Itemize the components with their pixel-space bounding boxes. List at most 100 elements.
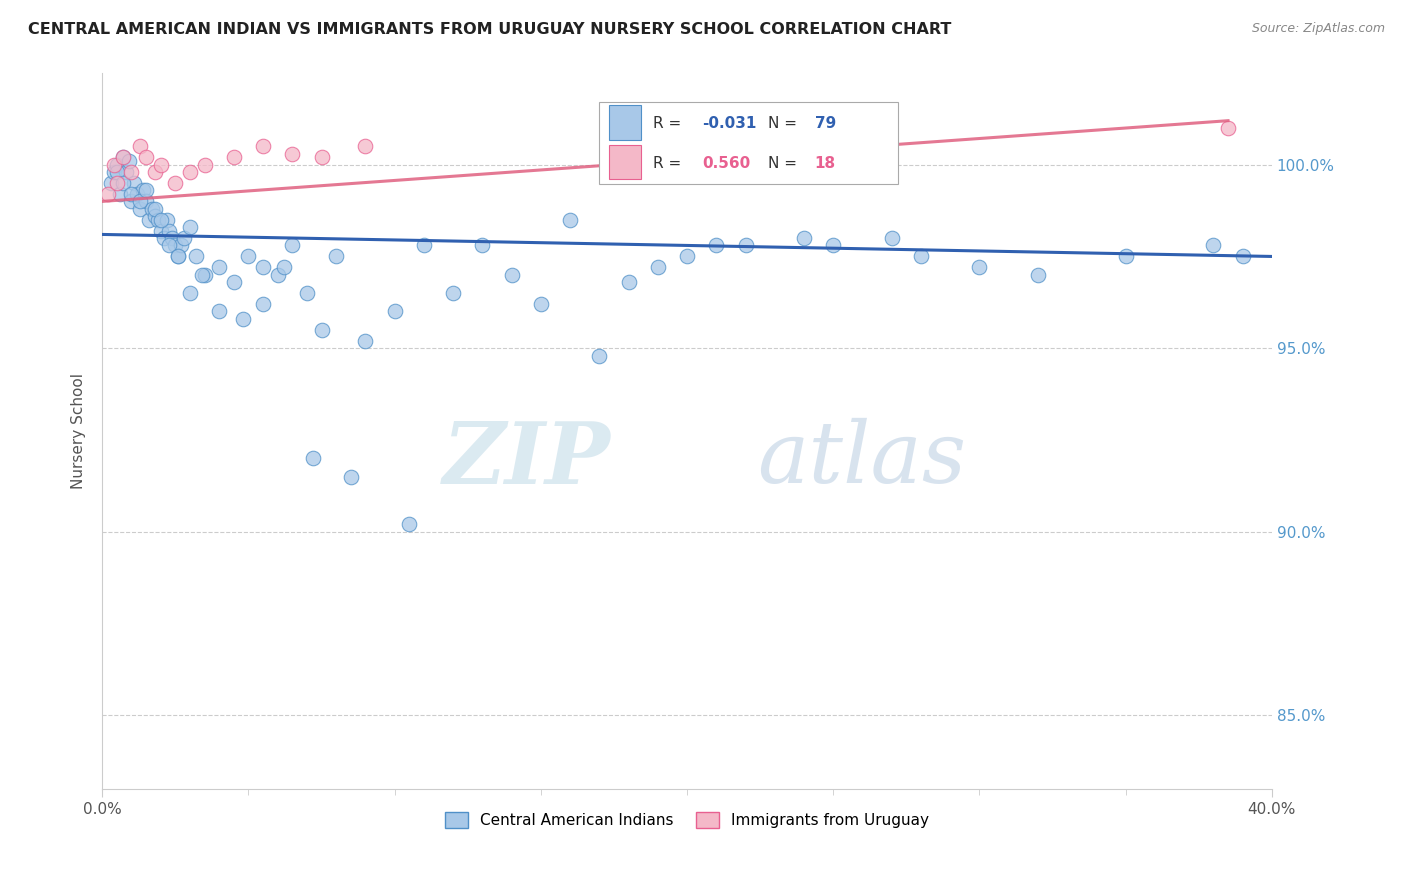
Point bbox=[135, 183, 157, 197]
Point bbox=[301, 451, 323, 466]
Point bbox=[103, 158, 125, 172]
Point bbox=[1232, 250, 1254, 264]
Point bbox=[471, 238, 494, 252]
Point bbox=[105, 158, 128, 172]
Point bbox=[1216, 121, 1239, 136]
Point bbox=[132, 183, 155, 197]
Point bbox=[170, 238, 193, 252]
Point bbox=[208, 260, 231, 275]
Point bbox=[165, 238, 187, 252]
Point bbox=[167, 250, 190, 264]
FancyBboxPatch shape bbox=[609, 145, 641, 179]
Point bbox=[354, 139, 377, 153]
Point bbox=[103, 165, 125, 179]
Point bbox=[120, 187, 142, 202]
Point bbox=[193, 268, 215, 282]
Point bbox=[398, 517, 420, 532]
Point bbox=[252, 297, 274, 311]
Text: Source: ZipAtlas.com: Source: ZipAtlas.com bbox=[1251, 22, 1385, 36]
Point bbox=[184, 250, 207, 264]
Point bbox=[124, 176, 146, 190]
Point bbox=[111, 150, 134, 164]
Point bbox=[143, 165, 166, 179]
Point bbox=[281, 238, 304, 252]
Point bbox=[412, 238, 434, 252]
Point bbox=[193, 158, 215, 172]
FancyBboxPatch shape bbox=[599, 102, 897, 184]
Point bbox=[281, 146, 304, 161]
Point bbox=[676, 250, 699, 264]
Point bbox=[273, 260, 295, 275]
Point bbox=[100, 176, 122, 190]
Point bbox=[108, 187, 131, 202]
Point bbox=[311, 150, 333, 164]
Point bbox=[159, 238, 181, 252]
Point bbox=[325, 250, 347, 264]
Point bbox=[114, 165, 136, 179]
Point bbox=[179, 286, 201, 301]
Point bbox=[135, 150, 157, 164]
Point bbox=[384, 304, 406, 318]
Point bbox=[222, 150, 245, 164]
Point bbox=[969, 260, 991, 275]
Point bbox=[162, 231, 184, 245]
Point bbox=[354, 334, 377, 348]
Point bbox=[734, 238, 756, 252]
Point bbox=[129, 194, 152, 209]
Point bbox=[252, 260, 274, 275]
Point bbox=[141, 202, 163, 216]
Point bbox=[441, 286, 464, 301]
Point bbox=[129, 202, 152, 216]
Point bbox=[111, 176, 134, 190]
Text: 79: 79 bbox=[814, 116, 835, 131]
Point bbox=[266, 268, 288, 282]
Text: R =: R = bbox=[654, 116, 686, 131]
Point bbox=[530, 297, 553, 311]
Point bbox=[232, 311, 254, 326]
Point bbox=[120, 194, 142, 209]
Point bbox=[880, 231, 903, 245]
Point bbox=[138, 212, 160, 227]
Point bbox=[173, 231, 195, 245]
Point bbox=[823, 238, 845, 252]
Text: N =: N = bbox=[768, 156, 801, 170]
Point bbox=[117, 154, 139, 169]
Point bbox=[208, 304, 231, 318]
Point bbox=[149, 224, 172, 238]
Point bbox=[1115, 250, 1137, 264]
FancyBboxPatch shape bbox=[609, 105, 641, 139]
Point bbox=[588, 349, 610, 363]
Point bbox=[339, 469, 361, 483]
Point bbox=[97, 187, 120, 202]
Text: atlas: atlas bbox=[758, 418, 966, 500]
Point bbox=[120, 165, 142, 179]
Point bbox=[165, 176, 187, 190]
Text: -0.031: -0.031 bbox=[702, 116, 756, 131]
Point bbox=[143, 202, 166, 216]
Point bbox=[704, 238, 727, 252]
Text: CENTRAL AMERICAN INDIAN VS IMMIGRANTS FROM URUGUAY NURSERY SCHOOL CORRELATION CH: CENTRAL AMERICAN INDIAN VS IMMIGRANTS FR… bbox=[28, 22, 952, 37]
Point bbox=[1026, 268, 1049, 282]
Point bbox=[135, 194, 157, 209]
Point bbox=[155, 212, 177, 227]
Point bbox=[149, 212, 172, 227]
Text: 0.560: 0.560 bbox=[702, 156, 751, 170]
Point bbox=[910, 250, 932, 264]
Point bbox=[105, 176, 128, 190]
Point bbox=[647, 260, 669, 275]
Point bbox=[501, 268, 523, 282]
Point bbox=[617, 275, 640, 289]
Point bbox=[152, 231, 174, 245]
Point bbox=[558, 212, 581, 227]
Point bbox=[111, 150, 134, 164]
Point bbox=[105, 165, 128, 179]
Point bbox=[129, 139, 152, 153]
Point bbox=[179, 220, 201, 235]
Text: R =: R = bbox=[654, 156, 686, 170]
Point bbox=[252, 139, 274, 153]
Point bbox=[143, 209, 166, 223]
Text: ZIP: ZIP bbox=[443, 417, 612, 501]
Y-axis label: Nursery School: Nursery School bbox=[72, 373, 86, 489]
Point bbox=[238, 250, 260, 264]
Point bbox=[1202, 238, 1225, 252]
